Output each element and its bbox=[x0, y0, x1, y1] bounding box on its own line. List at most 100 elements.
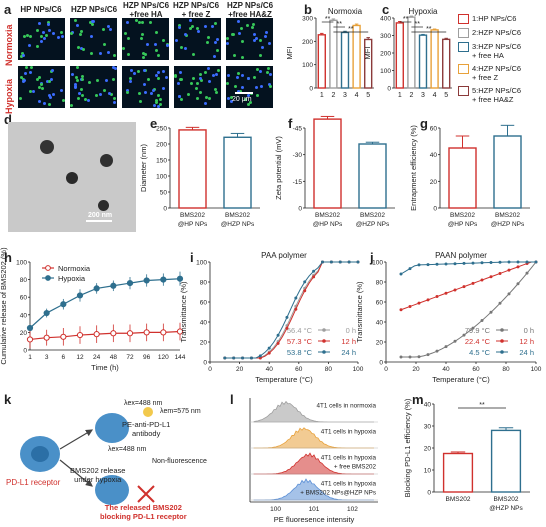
x-tick-label: 0 bbox=[208, 366, 212, 373]
cell-marker bbox=[156, 76, 160, 80]
cell-marker bbox=[237, 90, 241, 94]
data-point bbox=[444, 291, 448, 295]
cell-marker bbox=[28, 35, 32, 39]
bar bbox=[448, 147, 477, 209]
cell-marker bbox=[207, 79, 211, 83]
legend-label: Hypoxia bbox=[58, 274, 86, 283]
data-point bbox=[294, 307, 298, 311]
legend-marker bbox=[500, 350, 504, 354]
data-point bbox=[338, 260, 342, 264]
cell-marker bbox=[47, 93, 51, 97]
cell-marker bbox=[155, 98, 158, 102]
micrograph-hypoxia-5 bbox=[226, 66, 273, 108]
cell-marker bbox=[59, 89, 63, 93]
cell-marker bbox=[253, 39, 257, 43]
x-tick-label: 120 bbox=[158, 354, 169, 361]
cell-marker bbox=[189, 81, 193, 85]
cell-marker bbox=[156, 53, 160, 57]
cell-marker bbox=[141, 52, 145, 56]
cell-marker bbox=[165, 43, 169, 47]
cell-marker bbox=[29, 89, 33, 93]
y-tick-label: 60 bbox=[430, 126, 438, 133]
series-line bbox=[224, 261, 358, 359]
x-tick-label: 100 bbox=[531, 366, 542, 373]
panel-label-a: a bbox=[4, 2, 12, 17]
data-point bbox=[507, 268, 511, 272]
col-header-4: HZP NPs/C6 + free Z bbox=[172, 1, 220, 19]
cell-marker bbox=[112, 100, 116, 104]
cell-marker bbox=[25, 66, 29, 70]
scale-bar-d bbox=[86, 220, 112, 222]
bar bbox=[493, 135, 522, 209]
cell-marker bbox=[70, 104, 74, 108]
x-tick-label: 80 bbox=[502, 366, 510, 373]
cell-marker bbox=[141, 32, 145, 36]
significance-label: ** bbox=[479, 402, 485, 409]
x-tick-label: 102 bbox=[347, 506, 358, 513]
cell-marker bbox=[103, 88, 107, 92]
cell-marker bbox=[44, 33, 48, 37]
data-point bbox=[285, 315, 289, 319]
y-axis-label: MFI bbox=[285, 47, 294, 60]
panel-label-f: f bbox=[288, 116, 293, 131]
cell-marker bbox=[241, 56, 245, 60]
cell-marker bbox=[230, 100, 234, 104]
nanoparticle bbox=[66, 172, 78, 184]
x-tick-label: 2 bbox=[331, 92, 335, 99]
cell-marker bbox=[153, 42, 157, 46]
cell-marker bbox=[111, 77, 115, 81]
k-release: BMS202 release under hypoxia bbox=[70, 466, 126, 484]
bar bbox=[395, 22, 404, 89]
cell-marker bbox=[246, 94, 250, 98]
x-tick-label: 3 bbox=[343, 92, 347, 99]
cell-marker bbox=[137, 91, 141, 95]
data-point bbox=[444, 262, 448, 266]
data-point bbox=[498, 271, 502, 275]
y-tick-label: 20 bbox=[200, 340, 208, 347]
panel-label-l: l bbox=[230, 392, 234, 407]
x-tick-label: 5 bbox=[366, 92, 370, 99]
cell-marker bbox=[238, 90, 242, 94]
cell-marker bbox=[183, 33, 187, 37]
cell-marker bbox=[95, 79, 99, 83]
cell-marker bbox=[197, 30, 201, 34]
y-tick-label: 80 bbox=[376, 280, 384, 287]
bar bbox=[223, 136, 252, 209]
panel-label-m: m bbox=[412, 392, 424, 407]
legend-label: 24 h bbox=[341, 348, 356, 357]
micrograph-normoxia-4 bbox=[174, 18, 221, 60]
data-point bbox=[276, 341, 280, 345]
data-point bbox=[285, 326, 289, 330]
cell-marker bbox=[196, 82, 200, 86]
data-point bbox=[294, 296, 298, 300]
k-blocking: The released BMS202 blocking PD-L1 recep… bbox=[100, 503, 187, 521]
x-tick-label: 80 bbox=[325, 366, 333, 373]
cell-marker bbox=[236, 19, 240, 23]
cell-marker bbox=[106, 50, 110, 54]
cell-marker bbox=[161, 38, 165, 42]
x-tick-label: 2 bbox=[409, 92, 413, 99]
data-point bbox=[399, 355, 403, 359]
cell-marker bbox=[195, 26, 199, 30]
cell-marker bbox=[39, 39, 43, 43]
temperature-label: 79.9 °C bbox=[465, 326, 491, 335]
cell-marker bbox=[28, 70, 32, 74]
histogram-label: 4T1 cells in normoxia bbox=[317, 403, 377, 410]
cell-marker bbox=[207, 97, 211, 101]
legend-label: 12 h bbox=[341, 337, 356, 346]
cell-marker bbox=[206, 35, 210, 39]
cell-marker bbox=[75, 75, 79, 79]
cell-marker bbox=[155, 48, 159, 52]
legend-label: 4:HZP NPs/C6 + free Z bbox=[472, 64, 522, 82]
legend-label: 0 h bbox=[346, 326, 356, 335]
cell-marker bbox=[162, 86, 166, 90]
cell-marker bbox=[146, 43, 150, 47]
cell-marker bbox=[48, 95, 52, 99]
data-point bbox=[143, 329, 150, 336]
bar bbox=[442, 452, 474, 493]
x-tick-label: 0 bbox=[384, 366, 388, 373]
data-point bbox=[507, 292, 511, 296]
cell-marker bbox=[94, 93, 98, 97]
cell-marker bbox=[179, 70, 183, 74]
cell-marker bbox=[28, 44, 32, 48]
